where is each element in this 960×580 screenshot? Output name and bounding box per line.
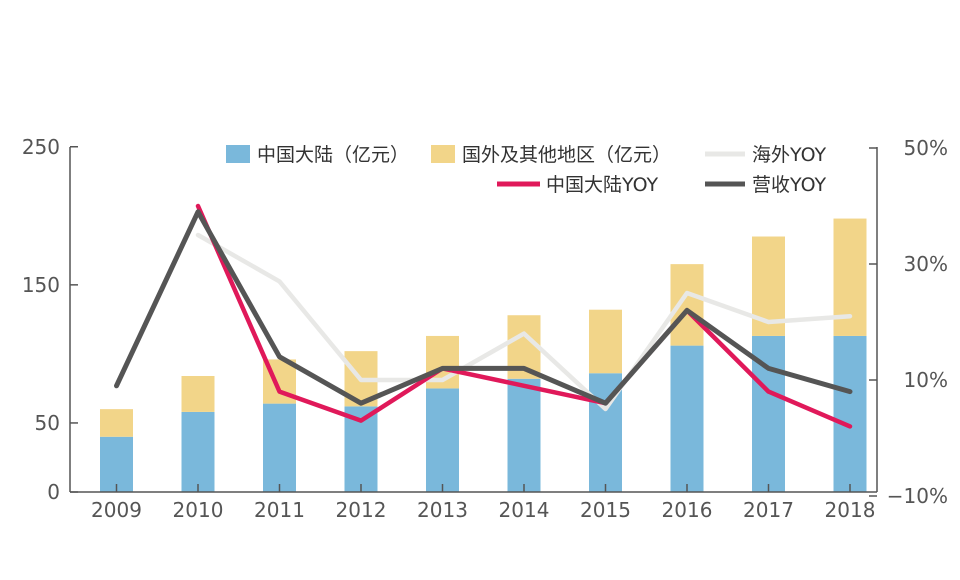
overseas-yoy-line xyxy=(195,232,853,412)
x-tick-label: 2010 xyxy=(173,498,224,522)
left-tick-label: 250 xyxy=(22,135,60,159)
bar-mainland-2010 xyxy=(181,411,215,492)
bar-overseas-2016 xyxy=(670,264,704,346)
lines-layer xyxy=(114,203,853,429)
bar-mainland-2018 xyxy=(833,335,867,492)
left-tick-label: 50 xyxy=(35,411,60,435)
legend-label-mainland-yoy: 中国大陆YOY xyxy=(546,174,658,196)
bar-overseas-2010 xyxy=(181,375,215,412)
legend: 中国大陆（亿元） 国外及其他地区（亿元） 海外YOY 中国大陆YOY 营收YOY xyxy=(226,144,826,196)
right-tick-label: −10% xyxy=(887,484,948,508)
x-tick-label: 2015 xyxy=(580,498,631,522)
bar-mainland-2011 xyxy=(263,403,296,492)
legend-label-revenue-yoy: 营收YOY xyxy=(752,174,826,196)
bar-overseas-2015 xyxy=(589,309,622,374)
legend-label-overseas-yoy: 海外YOY xyxy=(752,144,826,166)
legend-label-overseas: 国外及其他地区（亿元） xyxy=(462,144,671,166)
legend-label-mainland: 中国大陆（亿元） xyxy=(257,144,409,166)
bar-mainland-2014 xyxy=(507,378,541,492)
x-tick-label: 2017 xyxy=(743,498,794,522)
bar-mainland-2009 xyxy=(100,436,133,492)
left-tick-label: 0 xyxy=(47,480,60,504)
bar-mainland-2013 xyxy=(426,388,459,492)
left-tick-label: 150 xyxy=(22,273,60,297)
legend-swatch-mainland xyxy=(226,145,250,163)
x-tick-label: 2013 xyxy=(417,498,468,522)
x-tick-label: 2012 xyxy=(336,498,387,522)
legend-swatch-overseas xyxy=(431,145,455,163)
axes-layer: 0 50 150 250 −10% 10% 30% 50% 2009 2010 2011 2012 20… xyxy=(22,135,948,522)
right-tick-label: 10% xyxy=(904,368,948,392)
bar-overseas-2009 xyxy=(100,409,133,437)
bars-layer xyxy=(100,218,867,492)
right-tick-label: 50% xyxy=(904,136,948,160)
bar-mainland-2016 xyxy=(670,345,704,492)
right-tick-label: 30% xyxy=(904,252,948,276)
x-tick-label: 2018 xyxy=(825,498,876,522)
x-tick-label: 2011 xyxy=(254,498,305,522)
x-tick-label: 2009 xyxy=(91,498,142,522)
x-tick-label: 2014 xyxy=(499,498,550,522)
mainland-yoy-line xyxy=(195,203,853,429)
x-tick-label: 2016 xyxy=(662,498,713,522)
revenue-yoy-line xyxy=(114,209,853,406)
